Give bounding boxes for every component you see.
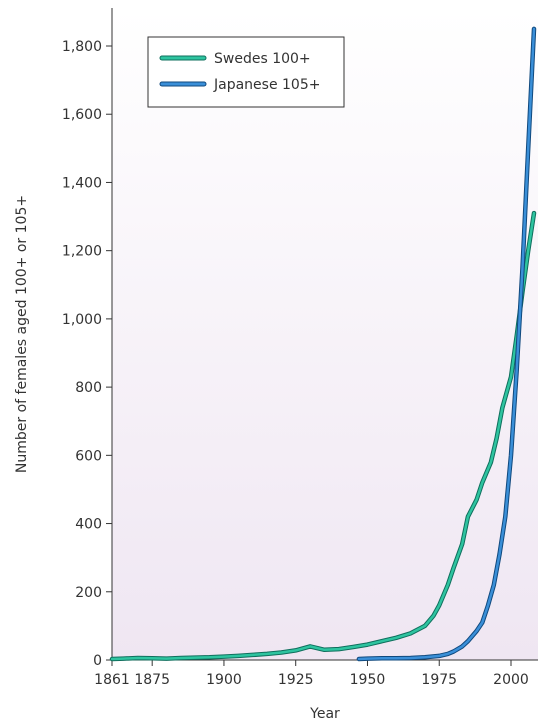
legend-label-japanese: Japanese 105+ [213, 77, 320, 93]
legend-box [147, 36, 345, 108]
legend-label-swedes: Swedes 100+ [214, 51, 311, 67]
x-tick-label: 1925 [278, 672, 314, 688]
plot-area [112, 8, 538, 660]
series-layer [109, 26, 537, 662]
y-tick-label: 1,000 [62, 312, 102, 328]
y-axis-label: Number of females aged 100+ or 105+ [14, 195, 30, 473]
legend: Swedes 100+ Japanese 105+ [147, 36, 345, 108]
y-tick-label: 1,600 [62, 107, 102, 123]
x-tick-label: 1875 [134, 672, 170, 688]
x-tick-label: 1950 [350, 672, 386, 688]
y-tick-label: 1,200 [62, 244, 102, 260]
y-axis-ticks: 0 200 400 600 800 1,000 1,200 1,400 1,600 1,800 [62, 39, 112, 669]
series-line-japanese [357, 27, 536, 661]
y-tick-label: 0 [93, 653, 102, 669]
x-tick-label: 1861 [94, 672, 130, 688]
y-tick-label: 600 [75, 448, 102, 464]
series-line-swedes [110, 211, 536, 661]
y-tick-label: 400 [75, 517, 102, 533]
x-tick-label: 1975 [421, 672, 457, 688]
y-tick-label: 800 [75, 380, 102, 396]
x-axis-ticks: 1861 1875 1900 1925 1950 1975 2000 [94, 660, 529, 688]
x-tick-label: 1900 [206, 672, 242, 688]
y-tick-label: 200 [75, 585, 102, 601]
x-tick-label: 2000 [493, 672, 529, 688]
x-axis-label: Year [309, 706, 340, 722]
y-tick-label: 1,800 [62, 39, 102, 55]
y-tick-label: 1,400 [62, 175, 102, 191]
